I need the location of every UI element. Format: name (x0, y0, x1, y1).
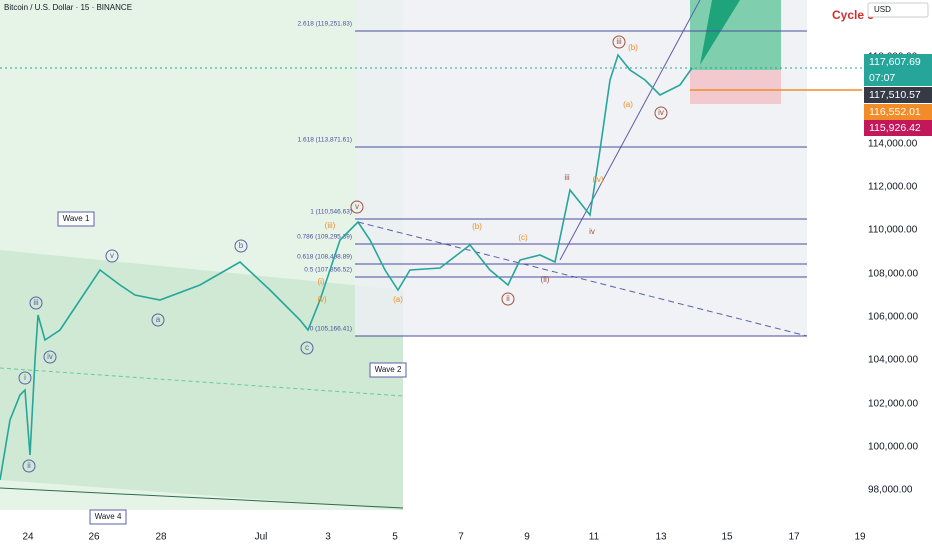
callout: Wave 2 (375, 365, 402, 374)
wave-label: (iii) (325, 221, 336, 230)
date-tick: 28 (155, 532, 167, 543)
price-badge-text: 117,510.57 (869, 89, 921, 101)
price-tick: 108,000.00 (868, 269, 918, 280)
wave-label: b (239, 241, 244, 250)
trend-line (357, 221, 808, 337)
wave-label: (c) (518, 233, 528, 242)
date-tick: 24 (22, 532, 34, 543)
stop-box (690, 70, 781, 104)
price-path (0, 53, 693, 481)
wave-circle (234, 239, 248, 253)
wave-label: i (24, 373, 26, 382)
wave-circle (105, 249, 119, 263)
date-tick: 26 (88, 532, 100, 543)
price-tick: 100,000.00 (868, 442, 918, 453)
price-badge (864, 70, 932, 86)
date-axis (0, 525, 862, 550)
wave-label: (v) (317, 295, 327, 304)
price-badge (864, 120, 932, 136)
wave-label: (ii) (541, 275, 550, 284)
currency[interactable]: USD (874, 5, 891, 14)
wave-circle (612, 35, 626, 49)
price-badge-text: 116,552.01 (869, 106, 921, 118)
wave-label: iv (589, 227, 595, 236)
price-badge-text: 115,926.42 (869, 122, 921, 134)
date-tick: 15 (721, 532, 733, 543)
wave-circle (22, 459, 36, 473)
date-tick: 19 (854, 532, 866, 543)
wave-label: v (110, 251, 114, 260)
date-tick: Jul (255, 532, 268, 543)
price-tick: 112,000.00 (868, 182, 918, 193)
fib-label: 0.5 (107,856.52) (304, 267, 352, 274)
wave-label: iii (33, 298, 39, 307)
wave-label: a (156, 315, 161, 324)
wave-circle (18, 371, 32, 385)
date-tick: 9 (524, 532, 530, 543)
price-tick: 102,000.00 (868, 399, 918, 410)
date-tick: 11 (589, 532, 600, 543)
price-tick: 98,000.00 (868, 485, 913, 496)
symbol-title: Bitcoin / U.S. Dollar · 15 · BINANCE (4, 3, 132, 12)
price-tick: 114,000.00 (868, 139, 918, 150)
date-tick: 3 (325, 532, 331, 543)
wave-circle (43, 350, 57, 364)
callout-box (89, 509, 127, 525)
wave-circle (151, 313, 165, 327)
price-tick: 104,000.00 (868, 355, 918, 366)
wave-circle (654, 106, 668, 120)
price-tick: 106,000.00 (868, 312, 918, 323)
price-badge-text: 117,607.69 (869, 56, 921, 68)
price-badge (864, 54, 932, 70)
wave-label: (i) (317, 277, 324, 286)
date-tick: 13 (655, 532, 667, 543)
projection (700, 0, 740, 65)
wave-circle (501, 292, 515, 306)
fib-label: 0.786 (109,295.39) (297, 234, 352, 241)
fib-label: 1.618 (113,871.61) (298, 137, 352, 144)
wave-circle (300, 341, 314, 355)
callout: Wave 4 (95, 512, 122, 521)
wave-label: (a) (393, 295, 403, 304)
target-box (690, 0, 781, 70)
wave-label: ii (506, 294, 510, 303)
wave-circle (29, 296, 43, 310)
price-badge (864, 104, 932, 120)
fib-lines: 2.618 (119,251.83) 1.618 (113,871.61) 1 (1… (297, 21, 807, 337)
wave-circle (350, 200, 364, 214)
wave-label: ii (27, 461, 31, 470)
fib-label: 0 (105,166.41) (310, 326, 352, 333)
wave-label: c (305, 343, 309, 352)
fib-label: 1 (110,546.63) (310, 209, 352, 216)
wave-label: (b) (472, 222, 482, 231)
price-badge-text: 07:07 (869, 72, 895, 84)
wave-label: v (355, 202, 359, 211)
price-badge (864, 87, 932, 103)
callout: Wave 1 (63, 214, 90, 223)
callout-box (57, 211, 95, 227)
wave-label: (a) (623, 100, 633, 109)
wave-label: iii (616, 37, 622, 46)
mid-line (0, 367, 404, 397)
cycle-label: Cycle 5 (832, 8, 874, 22)
trend-line (559, 0, 701, 261)
fib-label: 0.618 (108,498.89) (297, 254, 352, 261)
wave-label: (b) (628, 43, 638, 52)
wave-label: iii (564, 173, 570, 182)
channel-edge (0, 487, 404, 509)
date-tick: 17 (788, 532, 800, 543)
wave-label: (iv) (592, 175, 603, 184)
channel (0, 250, 403, 510)
price-tick: 110,000.00 (868, 225, 918, 236)
date-tick: 5 (392, 532, 398, 543)
wave-label: iv (47, 352, 53, 361)
wave-label: iv (658, 108, 664, 117)
currency-button[interactable] (867, 2, 929, 18)
date-tick: 7 (458, 532, 464, 543)
callout-box (369, 362, 407, 378)
fib-label: 2.618 (119,251.83) (298, 21, 352, 28)
